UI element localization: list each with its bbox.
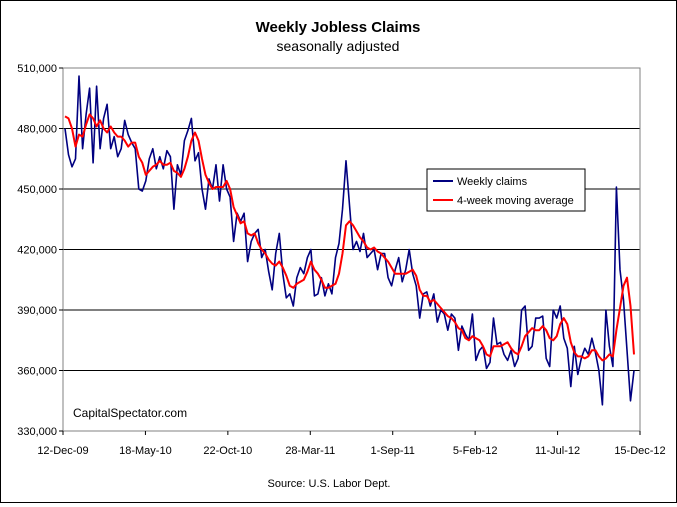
y-tick-label: 330,000 xyxy=(17,426,57,438)
chart-subtitle: seasonally adjusted xyxy=(277,38,400,54)
y-tick-label: 360,000 xyxy=(17,366,57,378)
x-tick-label: 12-Dec-09 xyxy=(37,445,88,457)
x-tick-label: 22-Oct-10 xyxy=(203,445,252,457)
y-tick-label: 420,000 xyxy=(17,245,57,257)
source-note: Source: U.S. Labor Dept. xyxy=(268,478,391,490)
series-line-weekly-claims xyxy=(64,75,635,406)
x-tick-label: 1-Sep-11 xyxy=(370,445,414,457)
y-axis: 330,000 360,000 390,000 420,000 450,000 480,0… xyxy=(17,63,63,438)
gridlines xyxy=(63,128,640,371)
x-tick-label: 11-Jul-12 xyxy=(535,445,580,457)
x-tick-label: 28-Mar-11 xyxy=(285,445,335,457)
y-tick-label: 390,000 xyxy=(17,305,57,317)
legend-label-4-week-moving-average: 4-week moving average xyxy=(457,195,574,207)
x-axis: 12-Dec-09 18-May-10 22-Oct-10 28-Mar-11 1-Se… xyxy=(37,431,666,457)
legend-box xyxy=(426,168,586,212)
watermark: CapitalSpectator.com xyxy=(73,406,187,420)
x-tick-label: 5-Feb-12 xyxy=(453,445,498,457)
x-tick-label: 15-Dec-12 xyxy=(614,445,665,457)
y-tick-label: 450,000 xyxy=(17,184,57,196)
legend-label-weekly-claims: Weekly claims xyxy=(457,176,528,188)
series-line-4-week-moving-average xyxy=(64,113,635,362)
legend: Weekly claims 4-week moving average xyxy=(426,168,586,212)
chart-title: Weekly Jobless Claims xyxy=(256,19,421,36)
y-tick-label: 480,000 xyxy=(17,124,57,136)
x-tick-label: 18-May-10 xyxy=(119,445,172,457)
y-tick-label: 510,000 xyxy=(17,63,57,75)
